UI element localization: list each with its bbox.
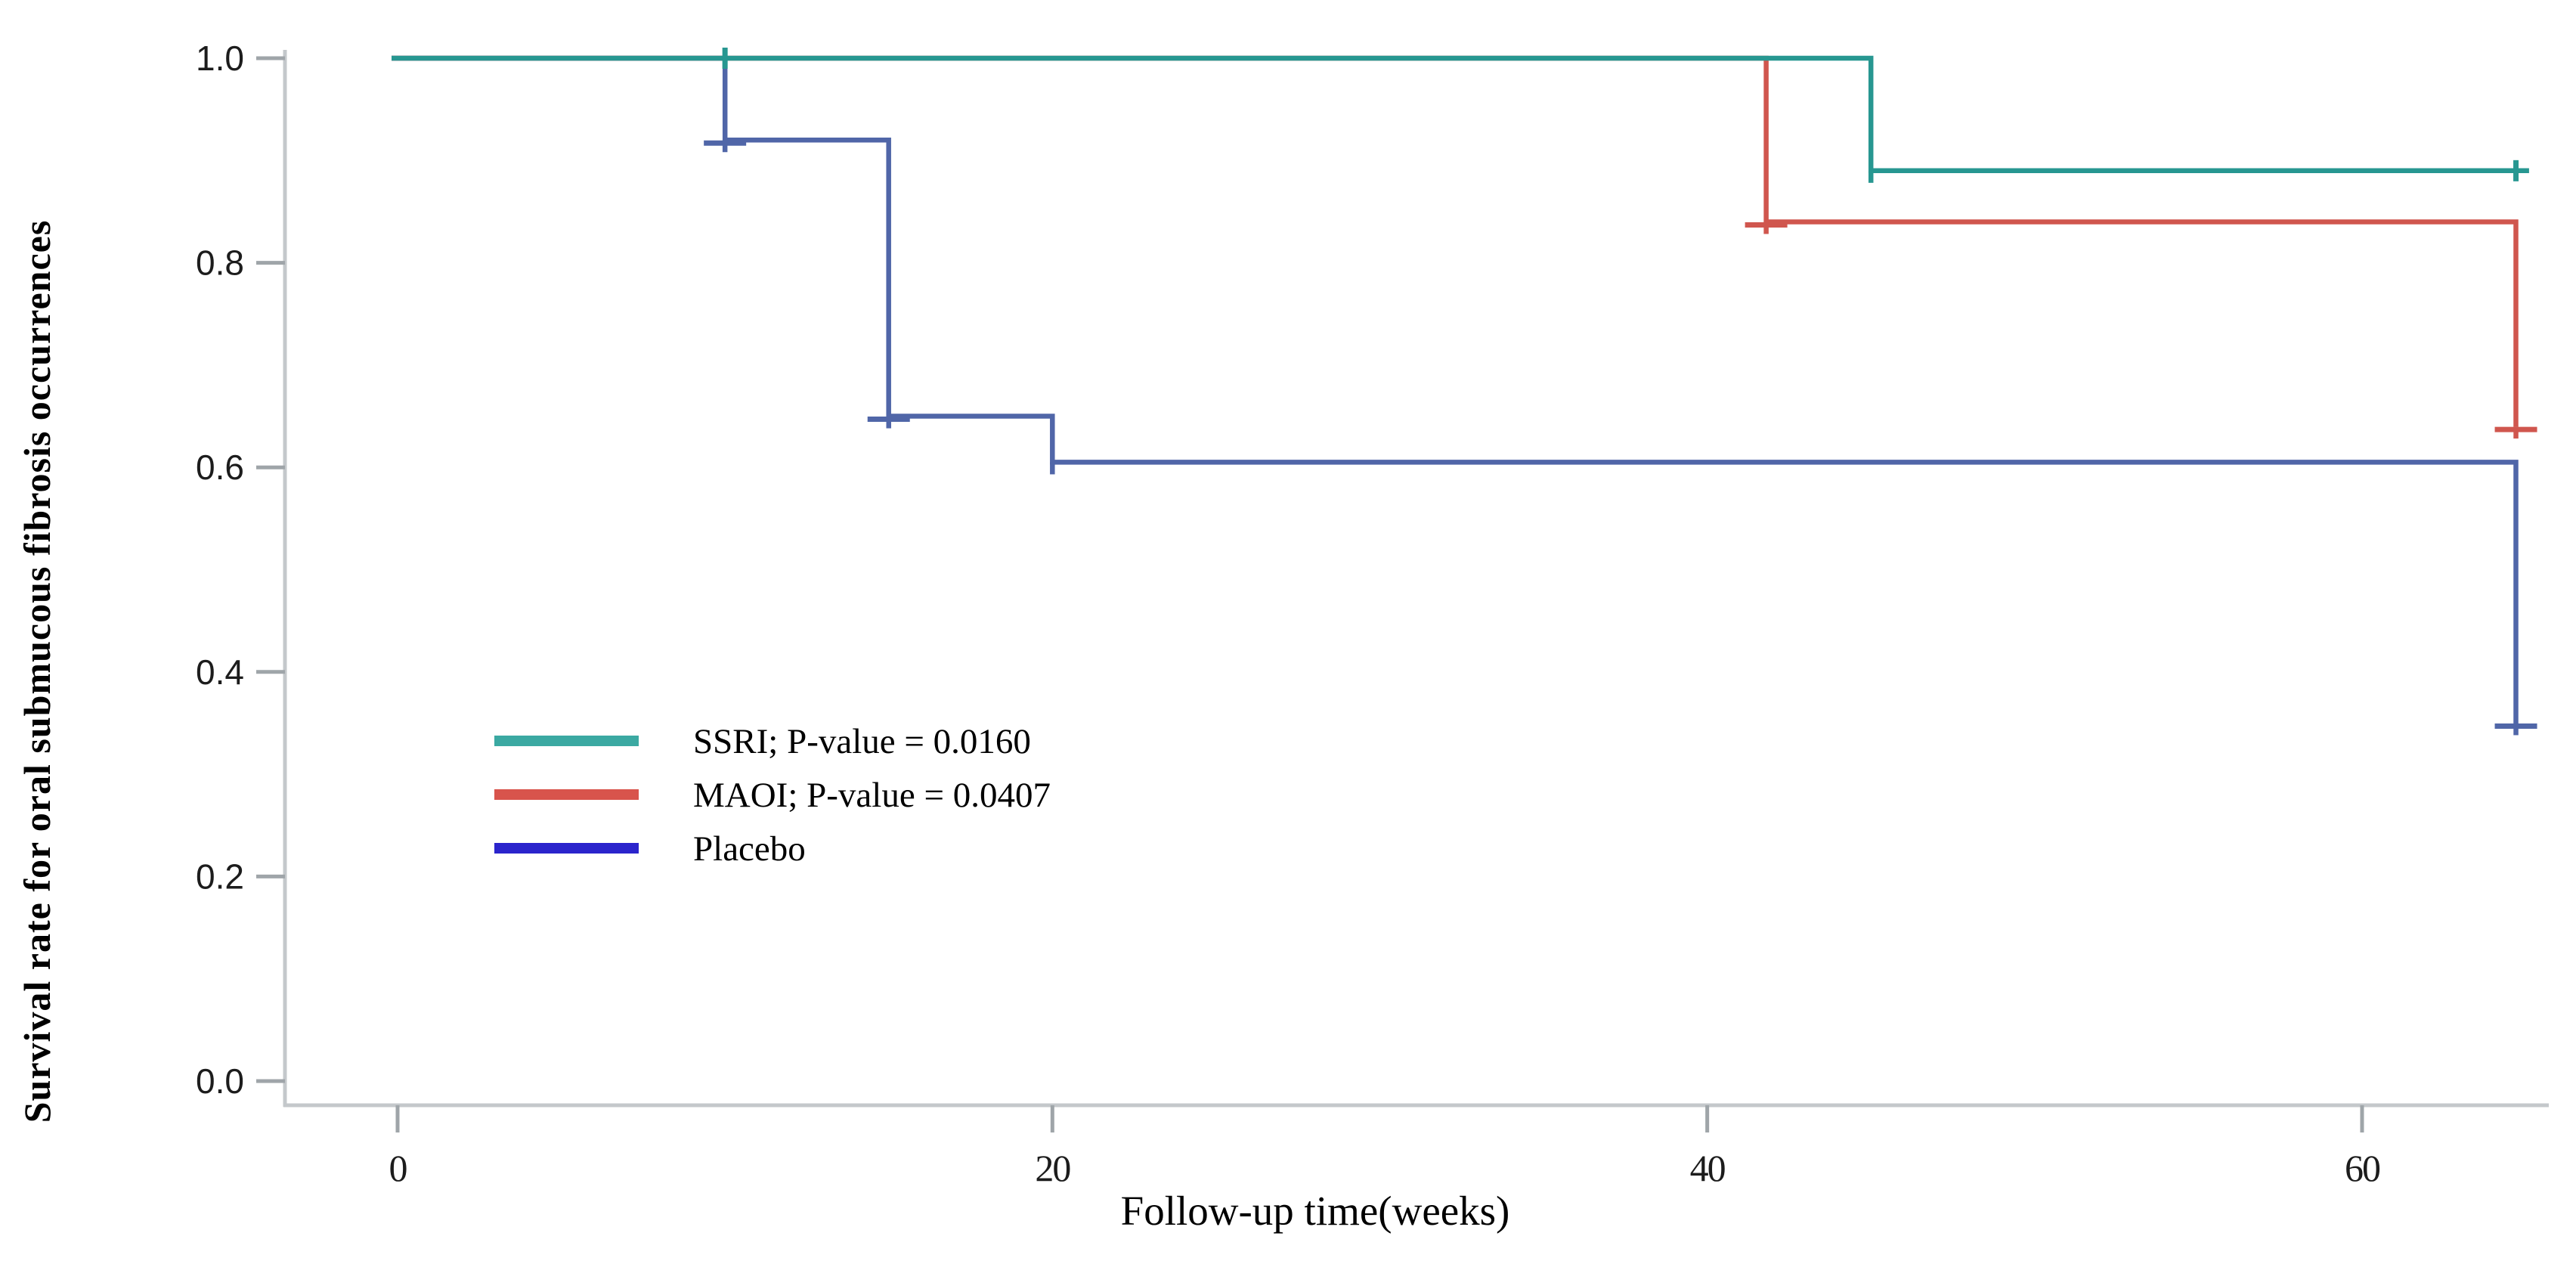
legend-label-placebo: Placebo — [693, 829, 806, 869]
y-axis-title: Survival rate for oral submucous fibrosi… — [16, 220, 58, 1123]
legend-label-maoi: MAOI; P-value = 0.0407 — [693, 776, 1051, 815]
curve-placebo — [392, 55, 2519, 723]
y-tick-label-0.6: 0.6 — [196, 448, 244, 487]
y-tick-label-0.0: 0.0 — [196, 1061, 244, 1101]
x-tick-label-60: 60 — [2345, 1147, 2380, 1189]
curve-ssri — [392, 55, 2529, 174]
legend-swatch-placebo — [494, 843, 639, 854]
y-tick-label-0.2: 0.2 — [196, 857, 244, 896]
x-axis-title: Follow-up time(weeks) — [1121, 1188, 1510, 1234]
y-tick-label-1.0: 1.0 — [196, 39, 244, 78]
x-tick-label-40: 40 — [1690, 1147, 1726, 1189]
y-tick-label-0.4: 0.4 — [196, 652, 244, 692]
x-tick-label-0: 0 — [389, 1147, 407, 1189]
legend-swatch-maoi — [494, 789, 639, 800]
x-tick-label-20: 20 — [1035, 1147, 1070, 1189]
legend-label-ssri: SSRI; P-value = 0.0160 — [693, 722, 1031, 761]
legend-swatch-ssri — [494, 736, 639, 746]
y-tick-label-0.8: 0.8 — [196, 243, 244, 283]
curve-maoi — [392, 55, 2519, 427]
